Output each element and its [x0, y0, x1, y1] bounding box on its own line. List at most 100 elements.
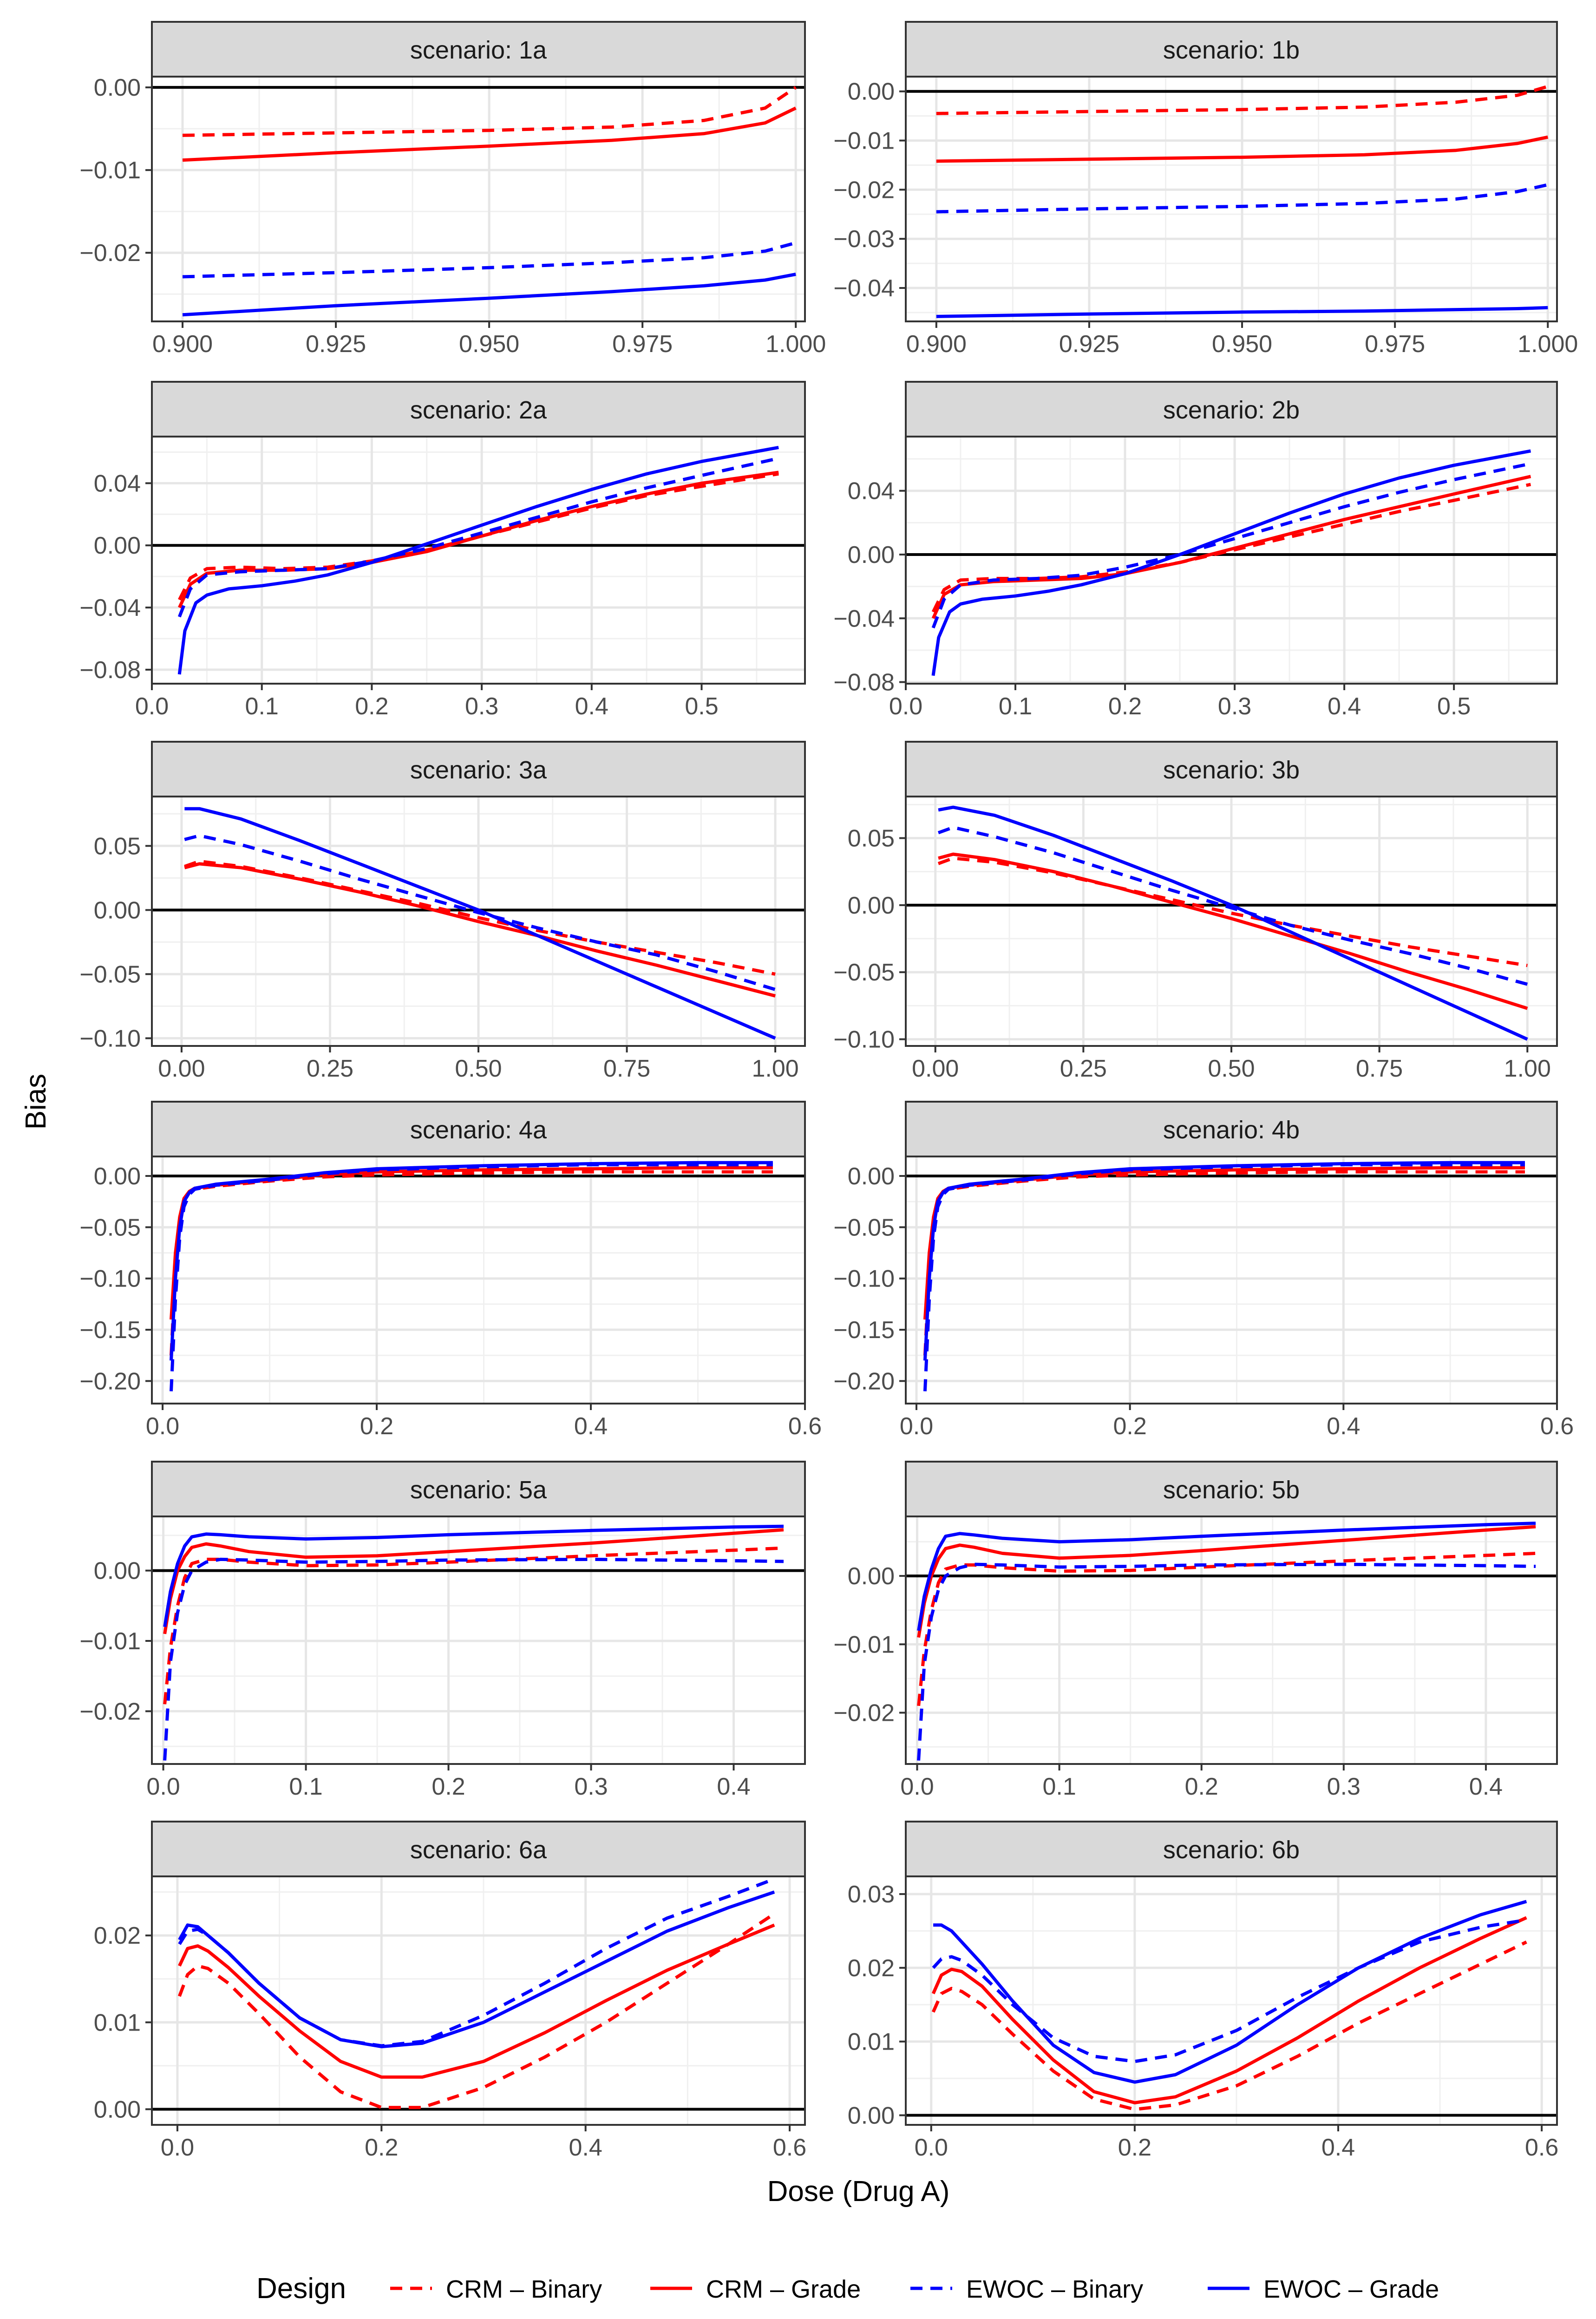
panel-title: scenario: 2a — [410, 396, 547, 424]
x-tick-label: 0.6 — [773, 2134, 806, 2161]
x-tick-label: 0.0 — [900, 1413, 933, 1440]
panel-strip — [151, 1821, 806, 1877]
panel-title: scenario: 1b — [1163, 36, 1300, 64]
x-tick-label: 0.3 — [1327, 1773, 1361, 1800]
x-tick-label: 0.1 — [289, 1773, 322, 1800]
panel-border — [905, 1875, 1558, 2126]
panel-border — [905, 76, 1558, 322]
y-tick-label: −0.02 — [79, 1698, 141, 1725]
y-tick-label: −0.01 — [833, 128, 895, 155]
x-tick-label: 0.975 — [612, 331, 673, 358]
series-line-ewoc-grade — [938, 805, 1528, 1041]
x-tick-label: 0.4 — [1469, 1773, 1503, 1800]
panel-border — [151, 76, 806, 322]
y-axis-title: Bias — [20, 1074, 52, 1130]
series-line-ewoc-grade — [184, 807, 776, 1040]
series-line-ewoc-binary — [932, 1918, 1527, 2063]
series-line-ewoc-binary — [184, 834, 776, 991]
panel-strip — [151, 21, 806, 78]
panel-border — [151, 436, 806, 685]
y-tick-label: −0.04 — [833, 275, 895, 302]
y-tick-label: −0.20 — [833, 1368, 895, 1395]
series-line-ewoc-grade — [182, 273, 796, 317]
series-line-ewoc-grade — [931, 449, 1531, 676]
x-tick-label: 0.0 — [146, 1413, 179, 1440]
panel-strip — [905, 1821, 1558, 1877]
x-tick-label: 0.25 — [1060, 1055, 1107, 1082]
legend-label: EWOC – Binary — [966, 2275, 1143, 2303]
x-tick-label: 0.1 — [1042, 1773, 1076, 1800]
x-tick-label: 1.00 — [752, 1055, 798, 1082]
panel-title: scenario: 1a — [410, 36, 547, 64]
x-tick-label: 0.50 — [455, 1055, 502, 1082]
legend: Design CRM – Binary CRM – Grade EWOC – Bin… — [256, 2273, 1439, 2305]
x-tick-label: 0.0 — [889, 693, 922, 720]
series-line-crm-binary — [163, 1546, 784, 1705]
y-tick-label: −0.15 — [833, 1317, 895, 1344]
x-tick-label: 0.0 — [135, 693, 169, 720]
legend-label: CRM – Binary — [446, 2275, 602, 2303]
x-tick-label: 0.25 — [307, 1055, 353, 1082]
panel-strip — [151, 1461, 806, 1517]
y-tick-label: −0.15 — [79, 1317, 141, 1344]
panel-strip — [151, 1101, 806, 1157]
y-tick-label: 0.03 — [848, 1881, 895, 1908]
series-line-ewoc-binary — [182, 241, 797, 279]
y-tick-label: 0.05 — [848, 825, 895, 852]
x-tick-label: 0.2 — [365, 2134, 398, 2161]
y-tick-label: −0.10 — [79, 1025, 141, 1052]
series-line-ewoc-grade — [933, 1900, 1527, 2084]
x-tick-label: 0.50 — [1208, 1055, 1255, 1082]
series-line-crm-grade — [917, 1525, 1536, 1638]
panel-background — [906, 77, 1557, 321]
y-tick-label: 0.01 — [94, 2009, 141, 2036]
series-line-ewoc-grade — [170, 1161, 773, 1361]
y-tick-label: 0.02 — [94, 1922, 141, 1949]
panel-scenario-5b: scenario: 5b 0.0 0.1 0.2 0.3 0.4 0.00 −0.01 −0.0… — [833, 1461, 1558, 1800]
y-tick-label: −0.10 — [833, 1266, 895, 1293]
series-line-crm-grade — [182, 106, 797, 162]
y-tick-label: 0.00 — [94, 2096, 141, 2123]
y-tick-label: 0.00 — [848, 892, 895, 919]
series-line-crm-grade — [931, 1916, 1527, 2104]
y-tick-label: −0.02 — [833, 1700, 895, 1727]
x-tick-label: 0.900 — [152, 331, 213, 358]
x-tick-label: 0.00 — [158, 1055, 205, 1082]
series-line-ewoc-grade — [917, 1522, 1536, 1631]
panel-title: scenario: 5a — [410, 1476, 547, 1504]
y-tick-label: 0.00 — [94, 1558, 141, 1585]
panel-title: scenario: 3b — [1163, 756, 1300, 784]
x-tick-label: 1.00 — [1504, 1055, 1551, 1082]
panel-title: scenario: 5b — [1163, 1476, 1300, 1504]
y-tick-label: 0.00 — [848, 542, 895, 568]
y-tick-label: −0.02 — [79, 240, 141, 267]
y-tick-label: 0.00 — [848, 2102, 895, 2129]
panel-strip — [151, 741, 806, 797]
x-tick-label: 0.6 — [788, 1413, 822, 1440]
y-tick-label: 0.00 — [848, 1163, 895, 1190]
series-line-crm-grade — [931, 475, 1531, 619]
y-tick-label: −0.20 — [79, 1368, 141, 1395]
series-line-crm-grade — [178, 470, 779, 608]
series-line-crm-binary — [936, 85, 1549, 115]
panel-scenario-3b: scenario: 3b 0.00 0.25 0.50 0.75 1.00 0.05 0.00… — [833, 741, 1558, 1082]
panel-border — [151, 796, 806, 1047]
panels: scenario: 1a 0.900 0.925 0.950 0.975 1.000 0.0… — [79, 21, 1578, 2161]
x-tick-label: 0.4 — [1327, 1413, 1360, 1440]
x-tick-label: 1.000 — [765, 331, 826, 358]
y-tick-label: −0.01 — [833, 1631, 895, 1658]
x-tick-label: 0.1 — [999, 693, 1032, 720]
y-tick-label: 0.05 — [94, 833, 141, 860]
panel-title: scenario: 6b — [1163, 1836, 1300, 1864]
y-tick-label: −0.04 — [833, 605, 895, 632]
y-tick-label: −0.03 — [833, 226, 895, 253]
panel-border — [151, 1516, 806, 1765]
y-tick-label: −0.04 — [79, 594, 141, 621]
x-tick-label: 0.0 — [161, 2134, 194, 2161]
y-tick-label: −0.10 — [833, 1026, 895, 1053]
x-tick-label: 0.2 — [355, 693, 388, 720]
series-line-ewoc-binary — [917, 1562, 1536, 1761]
x-tick-label: 0.2 — [1185, 1773, 1218, 1800]
panel-strip — [905, 381, 1558, 438]
panel-background — [906, 1156, 1557, 1404]
